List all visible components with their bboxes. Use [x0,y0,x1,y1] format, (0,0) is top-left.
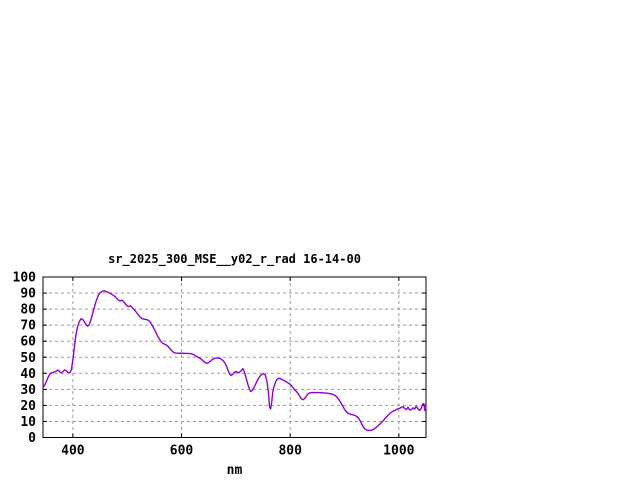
chart-line [42,290,427,432]
y-tick-label: 10 [20,415,36,430]
y-tick-label: 30 [20,383,36,398]
x-tick-label: 400 [61,444,85,459]
y-tick-label: 60 [20,335,36,350]
x-axis-label: nm [227,463,243,478]
x-tick-label: 600 [170,444,194,459]
chart-title: sr_2025_300_MSE__y02_r_rad 16-14-00 [108,252,361,267]
y-tick-label: 80 [20,303,36,318]
y-tick-label: 50 [20,351,36,366]
y-tick-label: 90 [20,287,36,302]
y-tick-label: 0 [28,431,36,446]
axis-ticks [43,276,426,438]
y-tick-label: 40 [20,367,36,382]
y-tick-label: 20 [20,399,36,414]
x-tick-label: 800 [278,444,302,459]
x-tick-label: 1000 [383,444,414,459]
grid-lines [43,277,426,438]
y-tick-label: 70 [20,319,36,334]
y-tick-label: 100 [13,271,37,286]
